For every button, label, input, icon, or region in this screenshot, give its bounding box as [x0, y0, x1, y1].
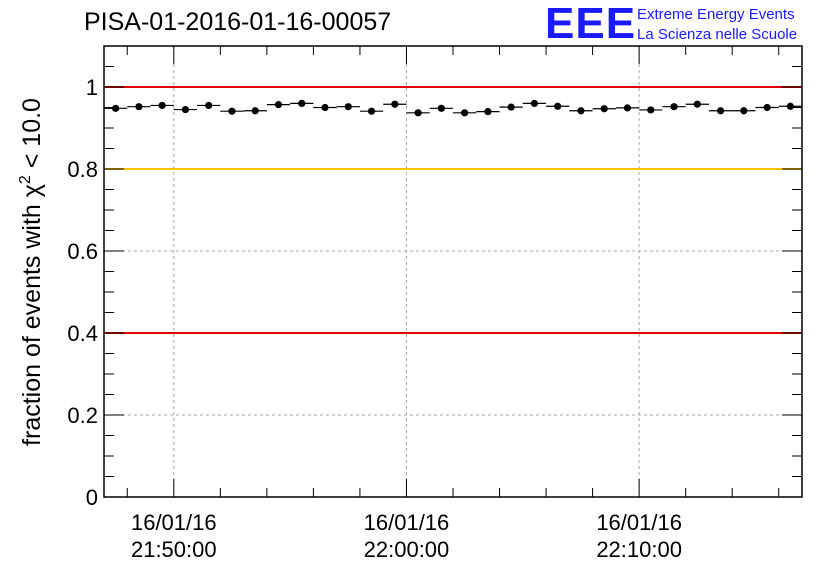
y-tick-label: 1: [86, 75, 98, 100]
data-point: [600, 105, 608, 113]
x-tick-label-time: 22:00:00: [364, 537, 450, 562]
data-point: [298, 99, 306, 107]
y-tick-label: 0.6: [67, 239, 98, 264]
logo-text-line2: La Scienza nelle Scuole: [637, 26, 798, 43]
x-tick-label-date: 16/01/16: [596, 510, 682, 535]
data-point: [763, 103, 771, 112]
data-point: [507, 103, 515, 111]
data-point: [623, 104, 632, 112]
x-tick-label-time: 21:50:00: [131, 537, 217, 562]
data-point: [158, 101, 166, 110]
y-tick-label: 0.2: [67, 403, 98, 428]
chart-title: PISA-01-2016-01-16-00057: [84, 8, 392, 36]
y-tick-label: 0.8: [67, 157, 98, 182]
data-point: [274, 101, 283, 109]
data-point: [554, 102, 562, 110]
data-point: [391, 100, 399, 108]
data-point: [647, 106, 655, 114]
data-point: [181, 105, 190, 114]
data-point: [321, 103, 329, 112]
data-point: [228, 107, 236, 115]
plot-frame: [103, 45, 803, 498]
data-point: [112, 104, 120, 112]
data-point: [693, 100, 701, 108]
data-point: [786, 102, 794, 110]
y-tick-label: 0: [86, 485, 98, 510]
data-point: [205, 101, 213, 110]
data-point: [577, 107, 585, 115]
logo-text-line1: Extreme Energy Events: [637, 6, 795, 23]
x-tick-label-time: 22:10:00: [596, 537, 682, 562]
data-point: [484, 108, 492, 116]
y-tick-label: 0.4: [67, 321, 98, 346]
data-point: [251, 107, 259, 115]
data-point: [414, 109, 422, 117]
x-tick-label-date: 16/01/16: [364, 510, 450, 535]
data-point: [344, 103, 352, 111]
data-point: [461, 109, 469, 117]
data-point: [716, 107, 725, 115]
x-tick-label-date: 16/01/16: [131, 510, 217, 535]
data-point: [367, 107, 376, 115]
data-point: [135, 103, 143, 111]
data-point: [530, 99, 539, 107]
data-point: [740, 107, 748, 115]
eee-logo-mark: EEE: [545, 0, 637, 48]
data-point: [670, 103, 678, 111]
eee-logo: EEE Extreme Energy Events La Scienza nel…: [545, 0, 835, 48]
data-point: [437, 104, 445, 112]
y-axis-label: fraction of events with χ2 < 10.0: [17, 98, 46, 446]
